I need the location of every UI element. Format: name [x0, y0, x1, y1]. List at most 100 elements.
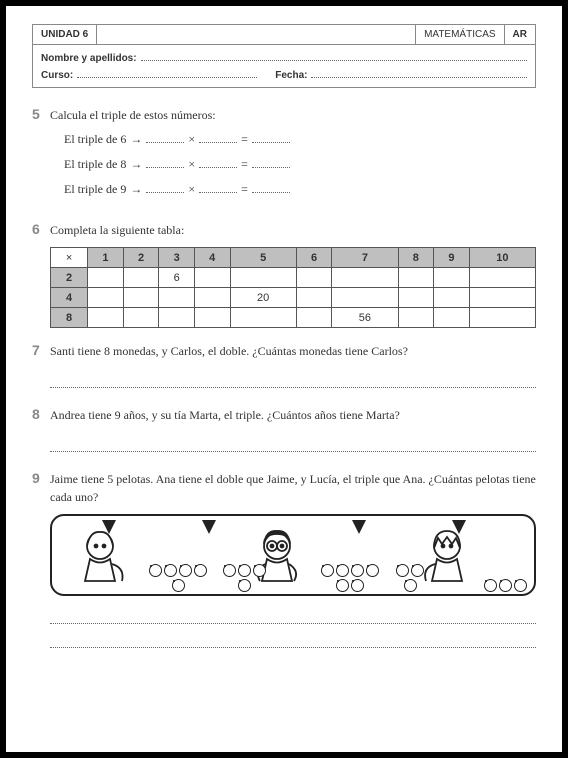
table-cell[interactable]	[88, 288, 124, 308]
course-field-line[interactable]	[77, 68, 257, 78]
table-cell[interactable]	[469, 268, 535, 288]
table-cell[interactable]	[123, 288, 159, 308]
answer-line[interactable]	[50, 634, 536, 648]
table-cell[interactable]	[398, 288, 434, 308]
table-cell[interactable]	[296, 308, 332, 328]
kids-illustration	[50, 514, 536, 596]
exercise-prompt: Andrea tiene 9 años, y su tía Marta, el …	[50, 406, 536, 424]
subject-label: MATEMÁTICAS	[415, 25, 503, 44]
arrow-icon: →	[130, 157, 142, 172]
balls-group-5	[480, 579, 530, 592]
arrow-icon: →	[130, 182, 142, 197]
table-cell[interactable]	[434, 288, 470, 308]
exercise-number: 8	[32, 406, 50, 456]
exercise-7: 7 Santi tiene 8 monedas, y Carlos, el do…	[32, 342, 536, 392]
table-cell[interactable]	[230, 308, 296, 328]
table-cell[interactable]: 56	[332, 308, 398, 328]
table-row-header: 4	[51, 288, 88, 308]
equals-sign: =	[241, 182, 248, 197]
table-cell[interactable]	[332, 268, 398, 288]
table-cell[interactable]	[434, 268, 470, 288]
table-cell[interactable]	[194, 268, 230, 288]
table-cell[interactable]	[469, 308, 535, 328]
table-cell[interactable]	[88, 308, 124, 328]
table-cell[interactable]	[332, 288, 398, 308]
triple-lines: El triple de 6 → × = El triple de 8 → × …	[50, 132, 536, 197]
table-cell[interactable]	[230, 268, 296, 288]
blank-field[interactable]	[199, 184, 237, 193]
blank-field[interactable]	[146, 159, 184, 168]
balls-group-4	[390, 564, 430, 592]
balls-group-2	[217, 564, 272, 592]
table-cell[interactable]	[123, 268, 159, 288]
blank-field[interactable]	[146, 184, 184, 193]
blank-field[interactable]	[199, 134, 237, 143]
name-field-line[interactable]	[141, 51, 527, 61]
exercise-prompt: Completa la siguiente tabla:	[50, 221, 536, 239]
exercise-number: 7	[32, 342, 50, 392]
blank-field[interactable]	[199, 159, 237, 168]
course-label: Curso:	[41, 70, 73, 81]
exercise-5: 5 Calcula el triple de estos números: El…	[32, 106, 536, 207]
worksheet-header: UNIDAD 6 MATEMÁTICAS AR Nombre y apellid…	[32, 24, 536, 88]
table-col-header: 2	[123, 248, 159, 268]
times-sign: ×	[188, 157, 195, 172]
table-cell[interactable]	[398, 268, 434, 288]
triple-text: El triple de 6	[64, 132, 126, 147]
table-cell[interactable]	[194, 308, 230, 328]
table-col-header: 1	[88, 248, 124, 268]
name-label: Nombre y apellidos:	[41, 53, 137, 64]
multiplication-table: ×12345678910 26420856	[50, 247, 536, 328]
header-fields: Nombre y apellidos: Curso: Fecha:	[33, 45, 535, 87]
table-cell[interactable]	[88, 268, 124, 288]
table-row: 26	[51, 268, 536, 288]
arrow-icon: →	[130, 132, 142, 147]
date-label: Fecha:	[275, 70, 307, 81]
table-cell[interactable]	[159, 308, 195, 328]
table-cell[interactable]	[123, 308, 159, 328]
times-sign: ×	[188, 182, 195, 197]
exercise-prompt: Calcula el triple de estos números:	[50, 106, 536, 124]
table-col-header: 4	[194, 248, 230, 268]
exercise-number: 6	[32, 221, 50, 328]
blank-field[interactable]	[252, 134, 290, 143]
code-label: AR	[504, 25, 535, 44]
answer-line[interactable]	[50, 438, 536, 452]
triple-line: El triple de 9 → × =	[64, 182, 536, 197]
table-cell[interactable]	[398, 308, 434, 328]
answer-line[interactable]	[50, 610, 536, 624]
unit-label: UNIDAD 6	[33, 25, 97, 44]
table-col-header: 6	[296, 248, 332, 268]
table-row: 4 20	[51, 288, 536, 308]
exercise-number: 9	[32, 470, 50, 652]
exercise-prompt: Santi tiene 8 monedas, y Carlos, el dobl…	[50, 342, 536, 360]
blank-field[interactable]	[252, 184, 290, 193]
table-cell[interactable]	[194, 288, 230, 308]
table-col-header: 7	[332, 248, 398, 268]
exercise-9: 9 Jaime tiene 5 pelotas. Ana tiene el do…	[32, 470, 536, 652]
blank-field[interactable]	[146, 134, 184, 143]
table-cell[interactable]	[469, 288, 535, 308]
table-cell[interactable]	[434, 308, 470, 328]
table-col-header: 3	[159, 248, 195, 268]
date-field-line[interactable]	[311, 68, 527, 78]
exercise-prompt: Jaime tiene 5 pelotas. Ana tiene el dobl…	[50, 470, 536, 506]
exercise-8: 8 Andrea tiene 9 años, y su tía Marta, e…	[32, 406, 536, 456]
table-cell[interactable]	[159, 288, 195, 308]
table-cell[interactable]	[296, 288, 332, 308]
table-cell[interactable]	[296, 268, 332, 288]
balls-group-3	[314, 564, 386, 592]
answer-line[interactable]	[50, 374, 536, 388]
table-cell[interactable]: 20	[230, 288, 296, 308]
table-col-header: 8	[398, 248, 434, 268]
table-col-header: 9	[434, 248, 470, 268]
header-top-row: UNIDAD 6 MATEMÁTICAS AR	[33, 25, 535, 45]
table-row: 856	[51, 308, 536, 328]
equals-sign: =	[241, 157, 248, 172]
blank-field[interactable]	[252, 159, 290, 168]
table-col-header: 5	[230, 248, 296, 268]
triple-text: El triple de 8	[64, 157, 126, 172]
triple-line: El triple de 8 → × =	[64, 157, 536, 172]
triple-text: El triple de 9	[64, 182, 126, 197]
table-cell[interactable]: 6	[159, 268, 195, 288]
